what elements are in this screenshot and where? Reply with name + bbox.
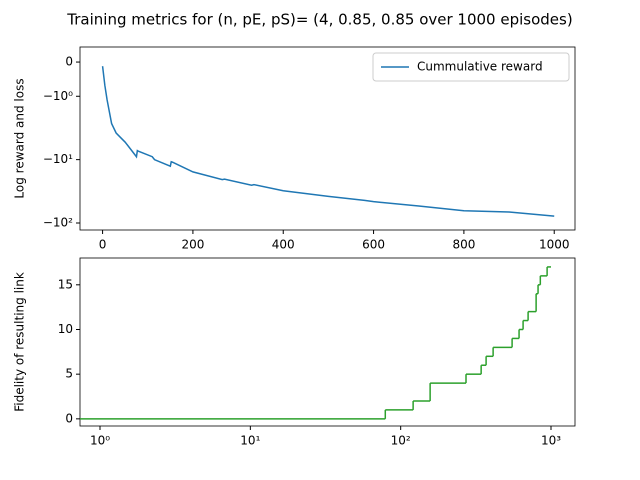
figure-title: Training metrics for (n, pE, pS)= (4, 0.… — [66, 11, 572, 29]
axes-frame — [79, 257, 576, 427]
legend-box — [372, 52, 570, 82]
y-axis-label: Fidelity of resulting link — [13, 272, 27, 412]
legend-label: Cummulative reward — [417, 60, 543, 74]
y-tick-label: 0 — [65, 55, 73, 69]
y-tick-label: −10² — [43, 215, 73, 229]
y-tick-label: 15 — [58, 277, 73, 291]
x-tick-label: 1000 — [539, 238, 570, 252]
x-tick-label: 10² — [391, 434, 411, 448]
y-tick-label: 0 — [65, 411, 73, 425]
y-tick-label: −10⁰ — [43, 89, 73, 103]
y-tick-label: 5 — [65, 367, 73, 381]
x-tick-label: 600 — [362, 238, 385, 252]
x-tick-label: 200 — [181, 238, 204, 252]
x-tick-label: 10⁰ — [90, 434, 110, 448]
line — [101, 66, 555, 217]
x-tick-label: 800 — [452, 238, 475, 252]
y-tick-label: 10 — [58, 322, 73, 336]
x-tick-label: 10³ — [541, 434, 561, 448]
x-tick-label: 10¹ — [240, 434, 260, 448]
axes-frame — [79, 46, 576, 231]
x-tick-label: 0 — [99, 238, 107, 252]
y-tick-label: −10¹ — [43, 152, 73, 166]
y-axis-label: Log reward and loss — [13, 78, 27, 198]
x-tick-label: 400 — [272, 238, 295, 252]
